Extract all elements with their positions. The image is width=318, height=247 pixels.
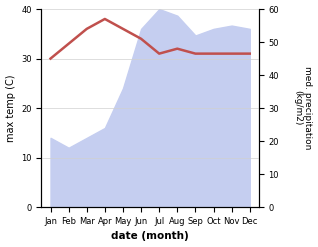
Y-axis label: max temp (C): max temp (C) bbox=[5, 74, 16, 142]
X-axis label: date (month): date (month) bbox=[111, 231, 189, 242]
Y-axis label: med. precipitation
(kg/m2): med. precipitation (kg/m2) bbox=[293, 66, 313, 150]
